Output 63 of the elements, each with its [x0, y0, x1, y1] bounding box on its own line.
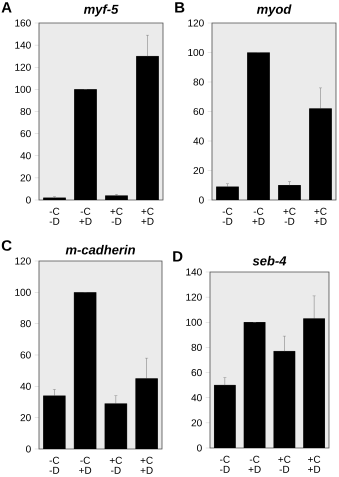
x-tick-label: +C +D	[141, 208, 154, 225]
bar	[303, 318, 326, 448]
x-tick-label: -C -D	[220, 456, 230, 473]
y-tick-label: 20	[20, 414, 31, 422]
y-tick-label: 60	[192, 369, 202, 376]
y-tick-label: 0	[197, 444, 202, 452]
y-tick-label: 20	[20, 174, 31, 182]
y-tick-label: 60	[20, 130, 31, 138]
x-tick-label: +C -D	[110, 208, 123, 225]
x-tick-label: -C +D	[248, 456, 261, 473]
y-tick-label: 0	[199, 196, 204, 204]
y-tick-label: 100	[15, 288, 31, 296]
y-tick-label: 40	[20, 382, 31, 390]
text: D	[173, 251, 182, 262]
x-tick-label: +C +D	[308, 456, 320, 473]
text: C	[2, 240, 12, 251]
x-tick-label: -C +D	[252, 208, 265, 225]
y-tick-label: 120	[186, 294, 202, 301]
chart-title: seb-4	[252, 256, 286, 266]
x-tick-label: -C -D	[50, 208, 60, 225]
y-tick-label: 100	[15, 86, 31, 93]
chart-title: myod	[256, 4, 292, 16]
y-tick-label: 40	[193, 137, 204, 145]
bar	[214, 384, 236, 448]
x-tick-label: +C -D	[110, 456, 122, 474]
y-tick-label: 140	[15, 42, 31, 49]
bar	[216, 186, 239, 200]
text: A	[2, 2, 12, 13]
y-tick-label: 120	[188, 19, 204, 27]
y-tick-label: 60	[20, 351, 31, 359]
y-tick-label: 20	[192, 419, 202, 426]
bar	[273, 350, 296, 448]
y-tick-label: 100	[186, 318, 202, 326]
y-tick-label: 0	[26, 445, 31, 453]
y-tick-label: 40	[20, 152, 31, 160]
y-tick-label: 80	[20, 320, 31, 328]
bar	[244, 322, 266, 448]
chart-title: m-cadherin	[66, 244, 135, 254]
y-tick-label: 80	[192, 344, 202, 351]
y-tick-label: 20	[194, 166, 204, 174]
y-tick-label: 140	[186, 268, 202, 276]
x-tick-label: -C -D	[50, 456, 60, 474]
y-tick-label: 100	[188, 48, 204, 56]
text: B	[175, 2, 184, 13]
y-tick-label: 80	[194, 78, 204, 86]
y-tick-label: 60	[194, 108, 204, 116]
bar	[278, 185, 301, 200]
y-tick-label: 120	[15, 257, 31, 265]
x-tick-label: +C -D	[278, 456, 291, 473]
x-tick-label: -C +D	[79, 456, 92, 474]
bar	[247, 52, 270, 200]
chart-title: myf-5	[84, 4, 118, 16]
y-tick-label: 40	[191, 394, 202, 402]
x-tick-label: +C -D	[283, 208, 296, 225]
x-tick-label: +C +D	[314, 208, 327, 225]
y-tick-label: 0	[26, 196, 31, 204]
x-tick-label: +C +D	[140, 456, 153, 474]
y-tick-label: 120	[15, 64, 31, 71]
bar	[309, 108, 332, 200]
x-tick-label: -C -D	[222, 208, 232, 225]
y-tick-label: 160	[15, 19, 31, 27]
y-tick-label: 80	[20, 108, 31, 116]
x-tick-label: -C +D	[79, 208, 92, 225]
